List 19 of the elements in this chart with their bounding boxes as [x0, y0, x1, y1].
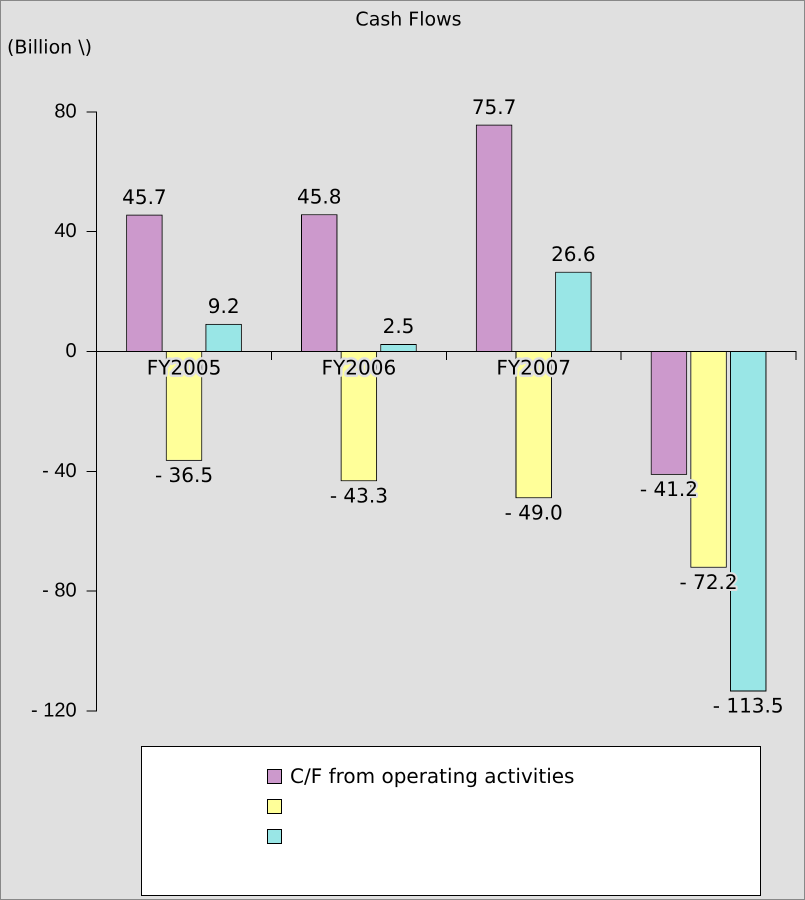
- y-axis-title: (Billion \): [7, 36, 92, 58]
- data-label: 2.5: [382, 314, 414, 338]
- data-label: - 49.0: [504, 500, 563, 524]
- y-tick-label: 0: [65, 340, 77, 362]
- data-label: 26.6: [551, 242, 596, 266]
- legend-label: C/F from operating activities: [290, 764, 574, 788]
- y-tick-label: 40: [54, 220, 77, 242]
- data-label: 75.7: [472, 94, 516, 119]
- chart-title: Cash Flows: [355, 8, 462, 30]
- data-label: - 113.5: [712, 694, 784, 718]
- data-label: - 43.3: [330, 483, 388, 508]
- data-label: 9.2: [208, 294, 240, 318]
- y-tick-label: - 40: [42, 460, 77, 482]
- data-label: 45.8: [296, 184, 342, 208]
- y-tick-label: - 80: [42, 580, 77, 602]
- y-tick-label: 80: [54, 100, 77, 122]
- data-label: 45.7: [122, 184, 167, 209]
- y-tick-label: - 120: [30, 700, 77, 722]
- data-label: - 36.5: [154, 463, 214, 488]
